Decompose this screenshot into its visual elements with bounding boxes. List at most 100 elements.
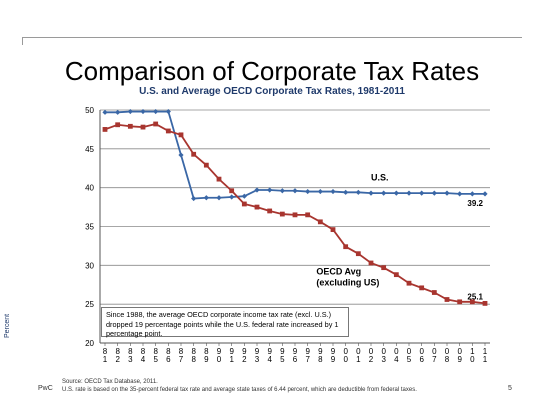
data-point	[165, 128, 171, 134]
data-point	[191, 195, 197, 202]
data-point	[115, 122, 121, 128]
data-point	[216, 176, 222, 182]
data-point	[153, 108, 159, 115]
corner-rule-vertical	[22, 37, 23, 45]
y-tick-label: 20	[85, 339, 94, 348]
data-point	[406, 280, 412, 286]
data-point	[457, 299, 463, 305]
end-value-label: 25.1	[467, 292, 483, 301]
data-point	[127, 108, 133, 115]
data-point	[343, 244, 349, 250]
data-point	[419, 190, 425, 196]
data-point	[355, 251, 361, 257]
data-point	[153, 121, 159, 127]
y-tick-label: 35	[85, 223, 94, 232]
source-notes: Source: OECD Tax Database, 2011. U.S. ra…	[62, 378, 417, 394]
data-point	[393, 272, 399, 278]
data-point	[229, 194, 235, 200]
data-point	[330, 227, 336, 233]
data-point	[381, 190, 387, 196]
y-tick-label: 30	[85, 261, 94, 270]
data-point	[191, 151, 197, 157]
data-point	[267, 208, 273, 214]
y-tick-label: 50	[85, 106, 94, 115]
y-tick-label: 40	[85, 184, 94, 193]
slide-title: Comparison of Corporate Tax Rates	[64, 56, 480, 86]
data-point	[165, 108, 171, 115]
data-point	[482, 300, 488, 306]
data-point	[203, 195, 209, 201]
data-point	[279, 188, 285, 194]
footnote-line: U.S. rate is based on the 35-percent fed…	[62, 387, 417, 393]
data-point	[431, 190, 437, 196]
data-point	[140, 108, 146, 115]
y-tick-label: 45	[85, 145, 94, 154]
data-point	[317, 188, 323, 195]
data-point	[140, 124, 146, 130]
data-point	[279, 211, 285, 217]
data-point	[216, 195, 222, 201]
data-point	[292, 188, 298, 194]
data-point	[267, 187, 273, 193]
end-value-label: 39.2	[467, 199, 483, 208]
data-point	[444, 297, 450, 302]
data-point	[469, 299, 475, 305]
data-point	[317, 219, 323, 225]
data-point	[381, 265, 387, 271]
series-label-oecd: OECD Avg (excluding US)	[316, 267, 379, 288]
brand-label: PwC	[38, 385, 53, 392]
data-point	[444, 190, 450, 196]
data-point	[343, 189, 349, 195]
data-point	[102, 127, 108, 132]
series-label-us: U.S.	[371, 173, 389, 183]
data-point	[355, 189, 361, 195]
data-point	[330, 188, 336, 195]
data-point	[419, 285, 425, 291]
data-point	[368, 190, 374, 196]
data-point	[469, 191, 475, 197]
data-point	[368, 260, 374, 266]
data-point	[305, 212, 311, 218]
data-point	[178, 152, 184, 158]
chart-annotation-box: Since 1988, the average OECD corporate i…	[101, 307, 349, 338]
data-point	[178, 132, 184, 138]
data-point	[241, 193, 247, 199]
corner-rule-horizontal	[22, 37, 522, 38]
data-point	[393, 190, 399, 196]
data-point	[482, 191, 488, 197]
data-point	[115, 109, 121, 115]
data-point	[229, 188, 235, 194]
source-line: Source: OECD Tax Database, 2011.	[62, 379, 158, 385]
chart-title: U.S. and Average OECD Corporate Tax Rate…	[139, 86, 405, 97]
data-point	[292, 212, 298, 218]
